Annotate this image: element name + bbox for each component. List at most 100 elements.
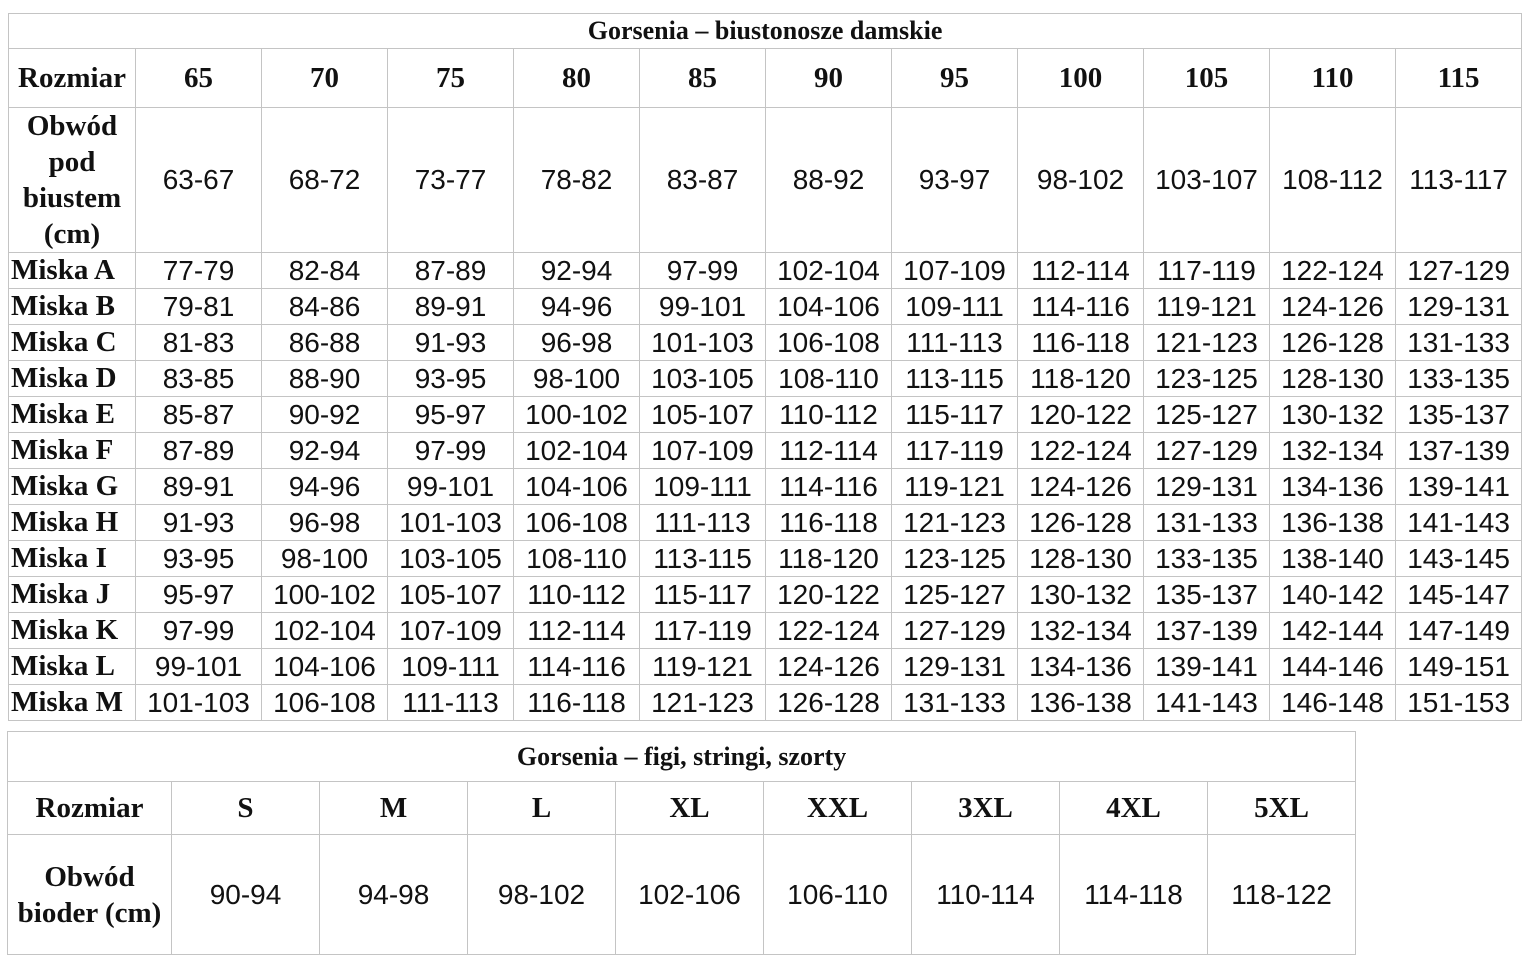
band-size-header: 75: [387, 48, 514, 108]
cup-label: Miska L: [8, 648, 136, 685]
table-title: Gorsenia – biustonosze damskie: [7, 13, 1523, 49]
bust-range-cell: 85-87: [135, 396, 262, 433]
bust-range-cell: 111-113: [891, 324, 1018, 361]
bust-range-cell: 127-129: [1394, 252, 1523, 289]
bust-range-cell: 102-104: [513, 432, 640, 469]
bust-range-cell: 133-135: [1394, 360, 1523, 397]
bust-range-cell: 89-91: [387, 288, 514, 325]
bust-range-cell: 105-107: [387, 576, 514, 613]
bust-range-cell: 100-102: [261, 576, 388, 613]
bust-range-cell: 126-128: [765, 684, 892, 721]
table-title: Gorsenia – figi, stringi, szorty: [6, 731, 1357, 782]
bust-range-cell: 127-129: [1143, 432, 1270, 469]
bust-range-cell: 106-108: [261, 684, 388, 721]
bust-range-cell: 116-118: [513, 684, 640, 721]
bust-range-cell: 125-127: [891, 576, 1018, 613]
bust-range-cell: 82-84: [261, 252, 388, 289]
underbust-cell: 63-67: [135, 107, 262, 253]
bust-range-cell: 124-126: [765, 648, 892, 685]
bust-range-cell: 131-133: [1394, 324, 1523, 361]
bust-range-cell: 109-111: [891, 288, 1018, 325]
underbust-row: Obwód pod biustem (cm) 63-67 68-72 73-77 78-…: [8, 107, 1523, 253]
bust-range-cell: 79-81: [135, 288, 262, 325]
bust-range-cell: 111-113: [387, 684, 514, 721]
bust-range-cell: 92-94: [261, 432, 388, 469]
bust-range-cell: 108-110: [765, 360, 892, 397]
bust-range-cell: 81-83: [135, 324, 262, 361]
underbust-cell: 93-97: [891, 107, 1018, 253]
bust-range-cell: 143-145: [1394, 540, 1523, 577]
bust-range-cell: 131-133: [891, 684, 1018, 721]
hips-cell: 102-106: [615, 834, 764, 955]
bust-range-cell: 98-100: [513, 360, 640, 397]
hips-cell: 98-102: [467, 834, 616, 955]
bust-range-cell: 112-114: [1017, 252, 1144, 289]
briefs-size-table: Gorsenia – figi, stringi, szorty Rozmiar S…: [6, 731, 1357, 955]
bust-range-cell: 123-125: [1143, 360, 1270, 397]
size-header: 4XL: [1059, 781, 1208, 835]
bust-range-cell: 131-133: [1143, 504, 1270, 541]
underbust-cell: 78-82: [513, 107, 640, 253]
bust-range-cell: 84-86: [261, 288, 388, 325]
size-header: 3XL: [911, 781, 1060, 835]
cup-row: Miska F 87-89 92-94 97-99 102-104 107-109 112-…: [8, 432, 1523, 469]
bust-range-cell: 137-139: [1143, 612, 1270, 649]
bust-range-cell: 111-113: [639, 504, 766, 541]
hips-cell: 110-114: [911, 834, 1060, 955]
bust-range-cell: 116-118: [1017, 324, 1144, 361]
size-header: XXL: [763, 781, 912, 835]
bust-range-cell: 97-99: [387, 432, 514, 469]
bust-range-cell: 136-138: [1269, 504, 1396, 541]
cup-label: Miska M: [8, 684, 136, 721]
bust-range-cell: 114-116: [513, 648, 640, 685]
bust-range-cell: 120-122: [765, 576, 892, 613]
bust-range-cell: 117-119: [891, 432, 1018, 469]
underbust-cell: 103-107: [1143, 107, 1270, 253]
bust-range-cell: 146-148: [1269, 684, 1396, 721]
bust-range-cell: 77-79: [135, 252, 262, 289]
bust-range-cell: 110-112: [765, 396, 892, 433]
cup-row: Miska E 85-87 90-92 95-97 100-102 105-107 110-…: [8, 396, 1523, 433]
bust-range-cell: 94-96: [513, 288, 640, 325]
bust-range-cell: 89-91: [135, 468, 262, 505]
bust-range-cell: 109-111: [387, 648, 514, 685]
size-header-label: Rozmiar: [8, 48, 136, 108]
bust-range-cell: 91-93: [387, 324, 514, 361]
bust-range-cell: 149-151: [1394, 648, 1523, 685]
bust-range-cell: 93-95: [387, 360, 514, 397]
bust-range-cell: 109-111: [639, 468, 766, 505]
bust-range-cell: 91-93: [135, 504, 262, 541]
hips-cell: 114-118: [1059, 834, 1208, 955]
bust-range-cell: 106-108: [513, 504, 640, 541]
bust-range-cell: 136-138: [1017, 684, 1144, 721]
cup-label: Miska F: [8, 432, 136, 469]
bust-range-cell: 128-130: [1017, 540, 1144, 577]
cup-label: Miska C: [8, 324, 136, 361]
title-row: Gorsenia – figi, stringi, szorty: [6, 731, 1357, 782]
bust-range-cell: 138-140: [1269, 540, 1396, 577]
bust-range-cell: 124-126: [1017, 468, 1144, 505]
cup-row: Miska G 89-91 94-96 99-101 104-106 109-111 114…: [8, 468, 1523, 505]
bra-size-table: Gorsenia – biustonosze damskie Rozmiar 65 7…: [7, 13, 1523, 721]
bust-range-cell: 114-116: [765, 468, 892, 505]
bust-range-cell: 88-90: [261, 360, 388, 397]
bust-range-cell: 115-117: [639, 576, 766, 613]
bust-range-cell: 101-103: [135, 684, 262, 721]
bust-range-cell: 123-125: [891, 540, 1018, 577]
bust-range-cell: 101-103: [639, 324, 766, 361]
bust-range-cell: 104-106: [765, 288, 892, 325]
bust-range-cell: 110-112: [513, 576, 640, 613]
bust-range-cell: 126-128: [1017, 504, 1144, 541]
bust-range-cell: 120-122: [1017, 396, 1144, 433]
bust-range-cell: 95-97: [135, 576, 262, 613]
bust-range-cell: 104-106: [513, 468, 640, 505]
band-size-header: 100: [1017, 48, 1144, 108]
bust-range-cell: 100-102: [513, 396, 640, 433]
bust-range-cell: 105-107: [639, 396, 766, 433]
cup-label: Miska I: [8, 540, 136, 577]
bust-range-cell: 104-106: [261, 648, 388, 685]
bust-range-cell: 99-101: [387, 468, 514, 505]
bust-range-cell: 107-109: [387, 612, 514, 649]
hips-cell: 118-122: [1206, 834, 1357, 955]
cup-label: Miska J: [8, 576, 136, 613]
